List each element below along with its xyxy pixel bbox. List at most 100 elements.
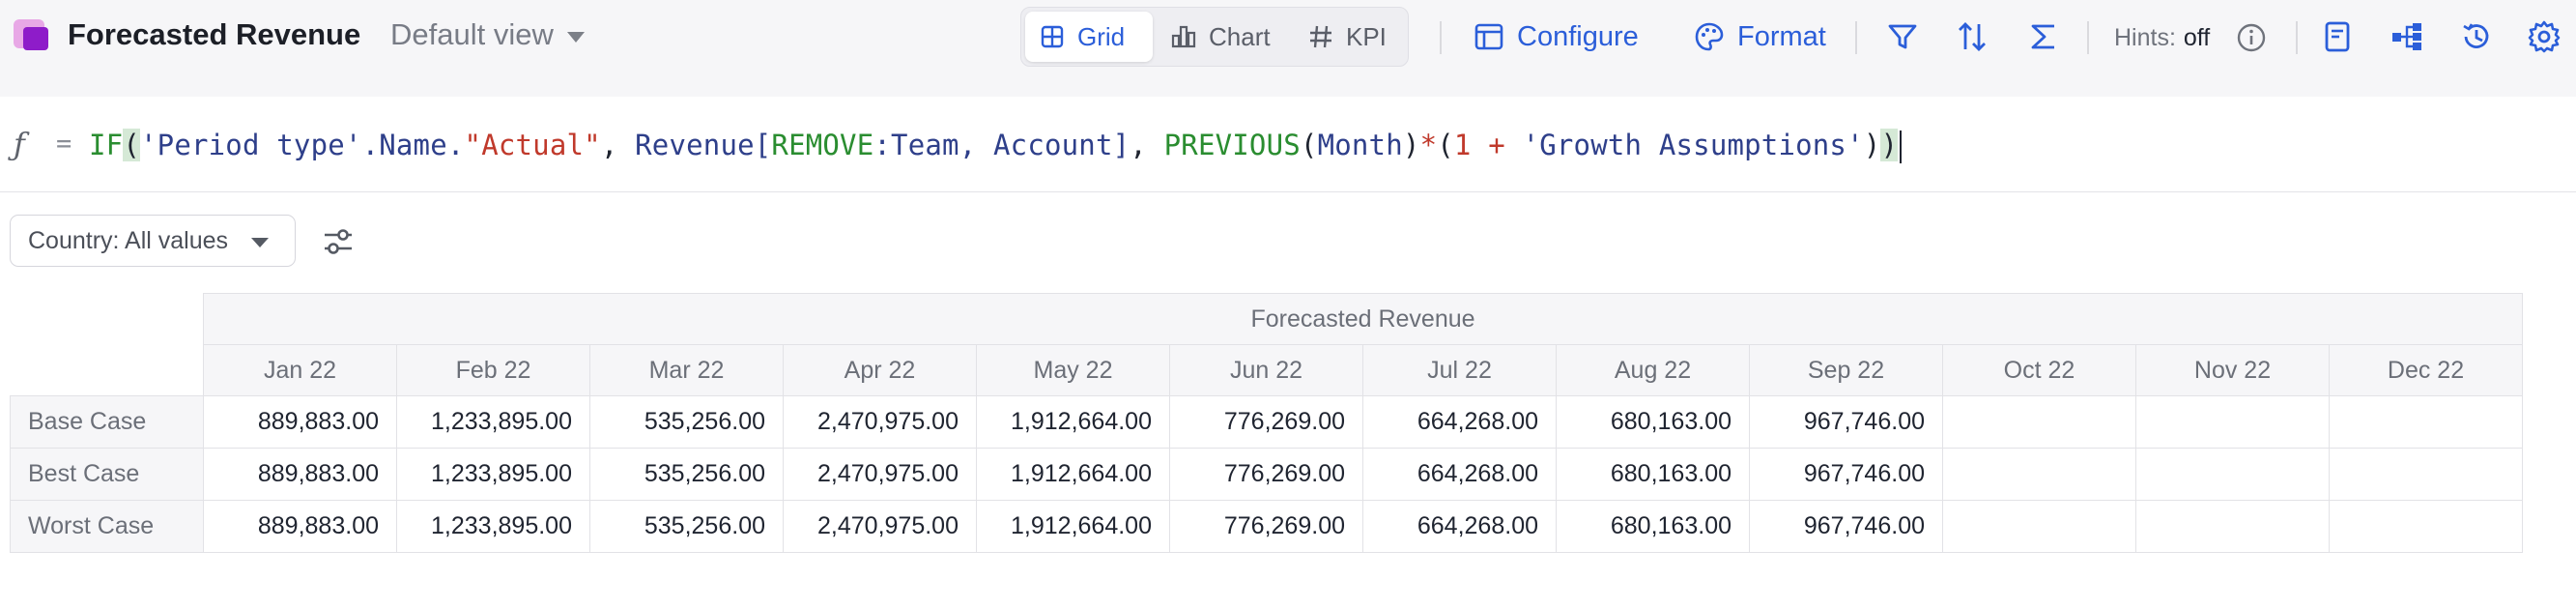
sort-icon[interactable] — [1954, 18, 1990, 55]
table-cell[interactable] — [1942, 395, 2136, 449]
column-header[interactable]: Jul 22 — [1362, 344, 1557, 397]
grid-view-button[interactable]: Grid — [1025, 12, 1153, 62]
table-cell[interactable]: 2,470,975.00 — [783, 500, 977, 553]
formula-token: 'Growth Assumptions' — [1522, 129, 1864, 161]
table-cell[interactable]: 1,912,664.00 — [976, 500, 1170, 553]
table-cell[interactable] — [2135, 448, 2330, 501]
view-selector[interactable]: Default view — [390, 17, 585, 52]
chevron-down-icon — [251, 237, 270, 247]
page-title: Forecasted Revenue — [68, 17, 361, 51]
formula-token: ( — [123, 129, 140, 161]
table-cell[interactable]: 889,883.00 — [203, 395, 397, 449]
formula-input[interactable]: IF('Period type'.Name."Actual", Revenue[… — [89, 129, 1903, 163]
column-header[interactable]: Jun 22 — [1169, 344, 1363, 397]
table-cell[interactable] — [2329, 500, 2523, 553]
formula-bar[interactable] — [0, 97, 2576, 192]
table-cell[interactable] — [2135, 395, 2330, 449]
hints-toggle[interactable]: Hints: off — [2114, 21, 2268, 54]
column-header[interactable]: Sep 22 — [1749, 344, 1943, 397]
settings-gear-icon[interactable] — [2526, 18, 2562, 55]
table-cell[interactable]: 967,746.00 — [1749, 500, 1943, 553]
toolbar-divider — [2087, 21, 2089, 54]
kpi-view-button[interactable]: KPI — [1294, 12, 1406, 62]
table-cell[interactable]: 664,268.00 — [1362, 500, 1557, 553]
table-cell[interactable] — [1942, 500, 2136, 553]
view-selector-label: Default view — [390, 17, 554, 51]
grid-view-label: Grid — [1077, 21, 1126, 51]
column-header[interactable]: Oct 22 — [1942, 344, 2136, 397]
table-cell[interactable]: 2,470,975.00 — [783, 395, 977, 449]
table-cell[interactable]: 664,268.00 — [1362, 448, 1557, 501]
table-cell[interactable]: 535,256.00 — [589, 448, 784, 501]
column-header[interactable]: Feb 22 — [396, 344, 590, 397]
table-cell[interactable]: 776,269.00 — [1169, 448, 1363, 501]
filter-icon[interactable] — [1884, 18, 1921, 55]
text-cursor — [1900, 130, 1903, 163]
formula-token: IF — [89, 129, 124, 161]
row-header[interactable]: Best Case — [10, 448, 204, 501]
table-cell[interactable]: 967,746.00 — [1749, 448, 1943, 501]
formula-token: ) — [1863, 129, 1881, 161]
table-cell[interactable]: 535,256.00 — [589, 395, 784, 449]
table-cell[interactable]: 2,470,975.00 — [783, 448, 977, 501]
column-header[interactable]: Nov 22 — [2135, 344, 2330, 397]
table-cell[interactable]: 1,233,895.00 — [396, 395, 590, 449]
table-cell[interactable] — [2329, 395, 2523, 449]
country-filter-label: Country: All values — [28, 226, 229, 254]
notes-icon[interactable] — [2319, 18, 2356, 55]
hierarchy-icon[interactable] — [2389, 18, 2425, 55]
group-header: Forecasted Revenue — [203, 293, 2523, 346]
view-toggle: Grid Chart KPI — [1020, 7, 1409, 67]
formula-token: ) — [1880, 129, 1899, 161]
chart-view-label: Chart — [1209, 21, 1271, 51]
column-header[interactable]: May 22 — [976, 344, 1170, 397]
formula-token: ( — [1437, 129, 1454, 161]
formula-equals: = — [56, 129, 72, 159]
table-cell[interactable] — [2329, 448, 2523, 501]
formula-token: Revenue[ — [635, 129, 772, 161]
table-cell[interactable]: 664,268.00 — [1362, 395, 1557, 449]
info-icon — [2238, 23, 2266, 52]
table-cell[interactable]: 889,883.00 — [203, 500, 397, 553]
table-cell[interactable] — [2135, 500, 2330, 553]
formula-token: "Actual" — [464, 129, 601, 161]
column-header[interactable]: Jan 22 — [203, 344, 397, 397]
hash-icon — [1310, 25, 1331, 48]
format-button[interactable]: Format — [1693, 15, 1826, 58]
chart-view-button[interactable]: Chart — [1157, 12, 1286, 62]
column-header[interactable]: Apr 22 — [783, 344, 977, 397]
grid-icon — [1041, 25, 1064, 48]
column-header[interactable]: Mar 22 — [589, 344, 784, 397]
kpi-view-label: KPI — [1346, 21, 1387, 51]
table-cell[interactable] — [1942, 448, 2136, 501]
table-cell[interactable]: 776,269.00 — [1169, 395, 1363, 449]
table-cell[interactable]: 776,269.00 — [1169, 500, 1363, 553]
hints-value: off — [2183, 23, 2211, 51]
table-cell[interactable]: 1,233,895.00 — [396, 448, 590, 501]
configure-button[interactable]: Configure — [1473, 15, 1639, 58]
formula-token: + — [1471, 129, 1523, 161]
formula-token: ) — [1402, 129, 1420, 161]
table-cell[interactable]: 889,883.00 — [203, 448, 397, 501]
sigma-icon[interactable] — [2025, 18, 2062, 55]
column-header[interactable]: Aug 22 — [1556, 344, 1750, 397]
app-icon — [14, 19, 48, 50]
table-cell[interactable]: 680,163.00 — [1556, 448, 1750, 501]
history-icon[interactable] — [2458, 18, 2495, 55]
table-cell[interactable]: 1,233,895.00 — [396, 500, 590, 553]
table-cell[interactable]: 1,912,664.00 — [976, 395, 1170, 449]
hints-label: Hints: — [2114, 23, 2176, 51]
row-header[interactable]: Worst Case — [10, 500, 204, 553]
table-cell[interactable]: 535,256.00 — [589, 500, 784, 553]
column-header[interactable]: Dec 22 — [2329, 344, 2523, 397]
row-header[interactable]: Base Case — [10, 395, 204, 449]
filter-settings-icon[interactable] — [321, 224, 356, 259]
table-cell[interactable]: 680,163.00 — [1556, 395, 1750, 449]
palette-icon — [1695, 22, 1724, 51]
formula-token: * — [1419, 129, 1438, 161]
table-cell[interactable]: 1,912,664.00 — [976, 448, 1170, 501]
toolbar-divider — [1855, 21, 1857, 54]
table-cell[interactable]: 967,746.00 — [1749, 395, 1943, 449]
table-cell[interactable]: 680,163.00 — [1556, 500, 1750, 553]
country-filter[interactable]: Country: All values — [10, 215, 296, 267]
